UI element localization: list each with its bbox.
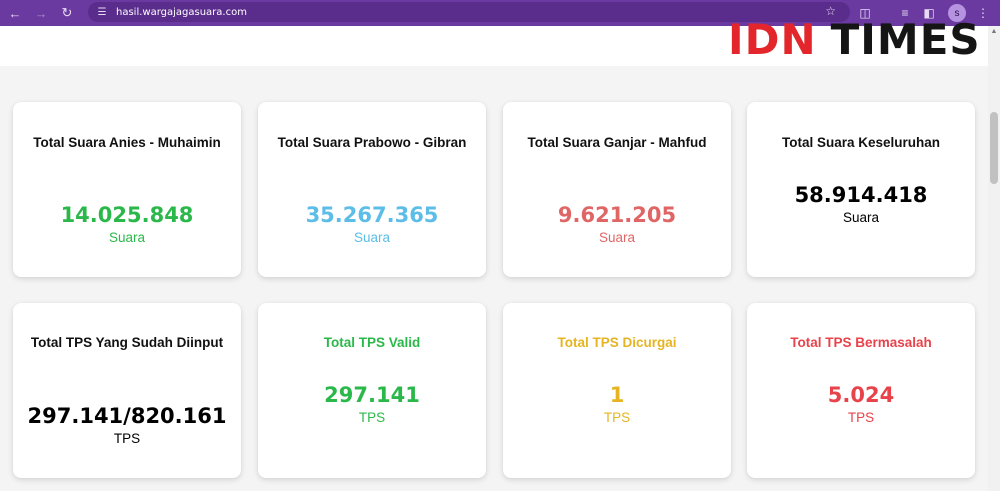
card-title: Total TPS Bermasalah	[790, 335, 932, 350]
card-value: 297.141/820.161	[27, 404, 227, 428]
card-title: Total Suara Keseluruhan	[781, 135, 941, 150]
card-tps-valid: Total TPS Valid 297.141 TPS	[258, 303, 486, 478]
logo-times: TIMES	[830, 14, 981, 64]
browser-toolbar: ← → ↻ ☰ hasil.wargajagasuara.com ☆ ◫ ≡ ◧…	[0, 0, 1000, 26]
url-text[interactable]: hasil.wargajagasuara.com	[116, 6, 247, 18]
extensions-icon[interactable]: ◫	[859, 6, 871, 20]
page-header	[0, 26, 988, 66]
page-scrollbar[interactable]: ▲	[988, 26, 1000, 491]
media-controls-icon[interactable]: ≡	[901, 6, 909, 20]
card-value: 58.914.418	[794, 183, 928, 207]
more-menu-icon[interactable]: ⋮	[977, 6, 989, 20]
card-value: 1	[609, 383, 625, 407]
bookmark-star-icon[interactable]: ☆	[825, 4, 836, 18]
reload-icon[interactable]: ↻	[61, 5, 73, 20]
logo-idn: IDN	[728, 14, 817, 64]
card-value: 9.621.205	[557, 203, 677, 227]
site-settings-icon[interactable]: ☰	[97, 6, 107, 18]
card-ganjar-mahfud: Total Suara Ganjar - Mahfud 9.621.205 Su…	[503, 102, 731, 277]
back-icon[interactable]: ←	[8, 5, 22, 21]
card-value: 5.024	[827, 383, 895, 407]
card-title: Total TPS Yang Sudah Diinput	[30, 335, 224, 350]
card-anies-muhaimin: Total Suara Anies - Muhaimin 14.025.848 …	[13, 102, 241, 277]
card-unit: Suara	[598, 230, 636, 245]
card-total-keseluruhan: Total Suara Keseluruhan 58.914.418 Suara	[747, 102, 975, 277]
side-panel-icon[interactable]: ◧	[923, 6, 935, 20]
card-unit: Suara	[108, 230, 146, 245]
card-tps-bermasalah: Total TPS Bermasalah 5.024 TPS	[747, 303, 975, 478]
card-unit: Suara	[842, 210, 880, 225]
card-value: 35.267.365	[305, 203, 439, 227]
card-title: Total Suara Prabowo - Gibran	[277, 135, 467, 150]
card-title: Total Suara Anies - Muhaimin	[33, 135, 221, 150]
card-unit: TPS	[603, 410, 631, 425]
card-unit: TPS	[847, 410, 875, 425]
forward-icon[interactable]: →	[34, 5, 48, 21]
card-value: 297.141	[324, 383, 420, 407]
card-tps-diinput: Total TPS Yang Sudah Diinput 297.141/820…	[13, 303, 241, 478]
profile-avatar[interactable]: s	[948, 4, 966, 22]
card-title: Total TPS Dicurgai	[557, 335, 677, 350]
card-unit: TPS	[113, 431, 141, 446]
card-prabowo-gibran: Total Suara Prabowo - Gibran 35.267.365 …	[258, 102, 486, 277]
card-tps-dicurgai: Total TPS Dicurgai 1 TPS	[503, 303, 731, 478]
idn-times-logo: IDN TIMES	[728, 14, 981, 64]
scrollbar-thumb[interactable]	[990, 112, 998, 184]
card-unit: TPS	[358, 410, 386, 425]
card-title: Total Suara Ganjar - Mahfud	[527, 135, 707, 150]
address-bar[interactable]: ☰ hasil.wargajagasuara.com ☆	[88, 2, 850, 22]
card-title: Total TPS Valid	[323, 335, 421, 350]
scroll-up-arrow-icon[interactable]: ▲	[990, 28, 998, 35]
card-value: 14.025.848	[60, 203, 194, 227]
card-unit: Suara	[353, 230, 391, 245]
